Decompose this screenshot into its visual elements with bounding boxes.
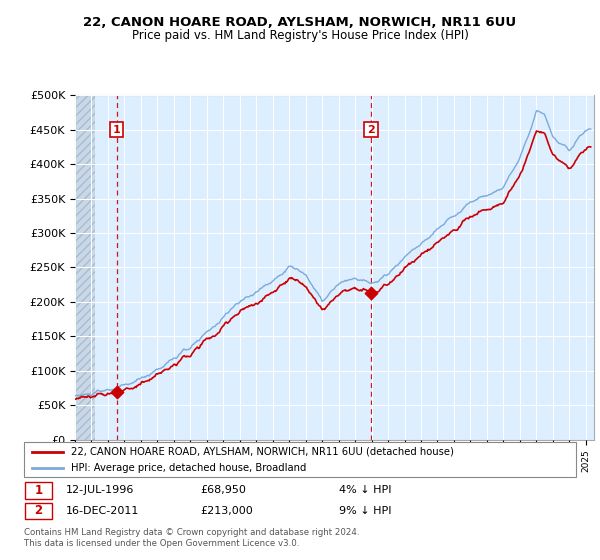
Text: 12-JUL-1996: 12-JUL-1996 bbox=[65, 486, 134, 496]
Text: 2: 2 bbox=[367, 125, 375, 134]
Text: Price paid vs. HM Land Registry's House Price Index (HPI): Price paid vs. HM Land Registry's House … bbox=[131, 29, 469, 42]
Text: 4% ↓ HPI: 4% ↓ HPI bbox=[338, 486, 391, 496]
Text: 22, CANON HOARE ROAD, AYLSHAM, NORWICH, NR11 6UU (detached house): 22, CANON HOARE ROAD, AYLSHAM, NORWICH, … bbox=[71, 447, 454, 457]
Text: £68,950: £68,950 bbox=[200, 486, 247, 496]
Text: £213,000: £213,000 bbox=[200, 506, 253, 516]
Text: 1: 1 bbox=[113, 125, 121, 134]
Text: 16-DEC-2011: 16-DEC-2011 bbox=[65, 506, 139, 516]
Bar bbox=[25, 503, 52, 519]
Text: 9% ↓ HPI: 9% ↓ HPI bbox=[338, 506, 391, 516]
Text: Contains HM Land Registry data © Crown copyright and database right 2024.
This d: Contains HM Land Registry data © Crown c… bbox=[24, 528, 359, 548]
Text: HPI: Average price, detached house, Broadland: HPI: Average price, detached house, Broa… bbox=[71, 463, 306, 473]
Point bbox=[112, 388, 121, 396]
Bar bbox=[25, 482, 52, 499]
Point bbox=[366, 288, 376, 297]
Text: 2: 2 bbox=[34, 505, 43, 517]
Text: 22, CANON HOARE ROAD, AYLSHAM, NORWICH, NR11 6UU: 22, CANON HOARE ROAD, AYLSHAM, NORWICH, … bbox=[83, 16, 517, 29]
Text: 1: 1 bbox=[34, 484, 43, 497]
